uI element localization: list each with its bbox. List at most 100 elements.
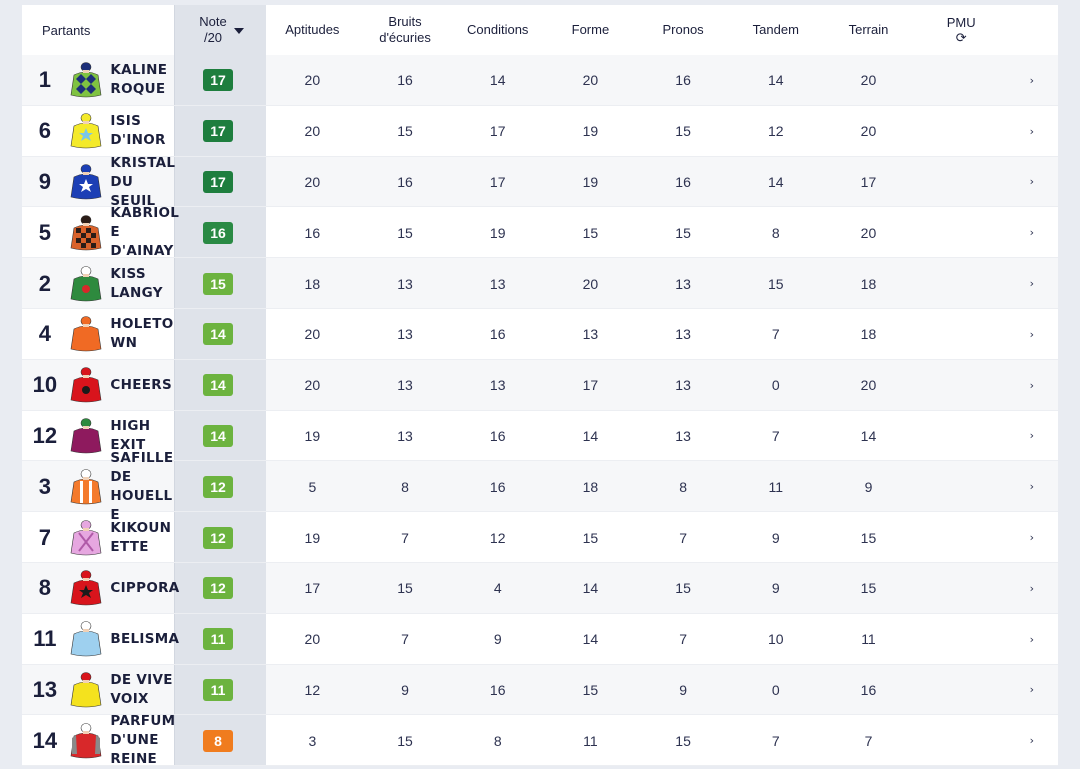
score-tandem-value: 9 [771, 529, 780, 546]
score-aptitudes-value: 20 [304, 123, 321, 140]
header-bruits[interactable]: Bruits d'écuries [359, 5, 452, 55]
pmu-cell [915, 360, 1008, 411]
horse-name[interactable]: CIPPORA [110, 579, 180, 596]
horse-name[interactable]: SAFILLE DE HOUELLE [110, 449, 174, 523]
horse-name[interactable]: HIGH EXIT [110, 417, 151, 453]
table-row[interactable]: 2 KISS LANGY 15 18 13 13 20 13 15 18 › [22, 258, 1058, 309]
note-badge: 17 [203, 170, 233, 193]
score-bruits-value: 15 [397, 123, 413, 140]
score-aptitudes-value: 20 [304, 631, 321, 648]
score-bruits-value: 9 [401, 681, 409, 698]
table-row[interactable]: 5 KABRIOLE D'AINAY 16 16 15 19 15 15 8 20 › [22, 205, 1058, 260]
table-row[interactable]: 6 ISIS D'INOR 17 20 15 17 19 15 12 20 › [22, 105, 1058, 157]
chevron-right-icon[interactable]: › [1029, 531, 1034, 545]
chevron-right-icon[interactable]: › [1029, 429, 1034, 443]
horse-name[interactable]: PARFUM D'UNE REINE [110, 713, 176, 768]
score-bruits: 7 [359, 614, 452, 665]
note-cell: 8 [174, 715, 266, 767]
score-pronos: 13 [637, 309, 730, 360]
chevron-right-icon[interactable]: › [1029, 632, 1034, 646]
horse-name[interactable]: DE VIVE VOIX [110, 671, 173, 707]
score-terrain-value: 18 [860, 275, 877, 292]
header-terrain[interactable]: Terrain [822, 5, 915, 55]
header-note-sort[interactable]: Note /20 [174, 5, 266, 55]
score-aptitudes: 5 [266, 461, 359, 512]
horse-name[interactable]: ISIS D'INOR [110, 113, 166, 149]
score-bruits: 8 [359, 461, 452, 512]
score-aptitudes-value: 5 [308, 478, 317, 495]
score-forme-value: 13 [582, 326, 599, 343]
pmu-cell [915, 411, 1008, 462]
score-pronos: 15 [637, 106, 730, 157]
table-row[interactable]: 7 KIKOUNETTE 12 19 7 12 15 7 9 15 › [22, 512, 1058, 563]
table-row[interactable]: 8 CIPPORA 12 17 15 4 14 15 9 15 › [22, 562, 1058, 614]
score-terrain-value: 20 [860, 123, 877, 140]
sort-desc-icon[interactable] [234, 28, 244, 34]
score-pronos: 15 [637, 715, 730, 766]
score-forme: 17 [544, 360, 637, 411]
chevron-right-icon[interactable]: › [1029, 480, 1034, 494]
note-badge: 8 [203, 729, 233, 752]
score-terrain: 20 [822, 207, 915, 258]
table-row[interactable]: 3 SAFILLE DE HOUELLE 12 5 8 16 18 8 11 9 › [22, 450, 1058, 523]
score-tandem: 7 [729, 715, 822, 766]
chevron-right-icon[interactable]: › [1029, 683, 1034, 697]
chevron-right-icon[interactable]: › [1029, 581, 1034, 595]
chevron-right-icon[interactable]: › [1029, 327, 1034, 341]
jockey-silk-icon [68, 58, 105, 102]
runner-number: 2 [38, 270, 52, 296]
score-terrain: 18 [822, 258, 915, 309]
chevron-right-icon[interactable]: › [1029, 124, 1034, 138]
runner-cell: 3 SAFILLE DE HOUELLE [22, 450, 174, 523]
header-conditions[interactable]: Conditions [451, 5, 544, 55]
score-forme-value: 15 [582, 529, 599, 546]
table-row[interactable]: 13 DE VIVE VOIX 11 12 9 16 15 9 0 16 › [22, 664, 1058, 716]
header-aptitudes[interactable]: Aptitudes [266, 5, 359, 55]
chevron-right-icon[interactable]: › [1029, 175, 1034, 189]
runner-cell: 6 ISIS D'INOR [22, 106, 174, 157]
jockey-silk-icon [68, 312, 105, 356]
pmu-cell [915, 106, 1008, 157]
score-tandem: 9 [729, 563, 822, 614]
score-tandem: 10 [729, 614, 822, 665]
horse-name[interactable]: KISS LANGY [110, 265, 163, 301]
chevron-right-icon[interactable]: › [1029, 226, 1034, 240]
header-pronos[interactable]: Pronos [637, 5, 730, 55]
score-terrain-value: 11 [861, 631, 876, 648]
runner-number: 10 [32, 372, 58, 398]
chevron-right-icon[interactable]: › [1029, 73, 1034, 87]
score-pronos-value: 15 [675, 580, 691, 597]
note-cell: 16 [174, 207, 266, 259]
score-pronos: 9 [637, 665, 730, 716]
chevron-right-icon[interactable]: › [1029, 734, 1034, 748]
header-forme[interactable]: Forme [544, 5, 637, 55]
horse-name[interactable]: HOLETOWN [110, 316, 174, 352]
score-terrain-value: 18 [860, 326, 877, 343]
table-row[interactable]: 9 KRISTAL DU SEUIL 17 20 16 17 19 16 14 17 › [22, 154, 1058, 209]
horse-name[interactable]: KIKOUNETTE [110, 519, 172, 555]
score-aptitudes: 19 [266, 512, 359, 563]
table-row[interactable]: 14 PARFUM D'UNE REINE 8 3 15 8 11 15 7 7 › [22, 713, 1058, 768]
table-row[interactable]: 10 CHEERS 14 20 13 13 17 13 0 20 › [22, 359, 1058, 411]
chevron-right-icon[interactable]: › [1029, 378, 1034, 392]
horse-name[interactable]: BELISMA [110, 630, 180, 647]
table-row[interactable]: 4 HOLETOWN 14 20 13 16 13 13 7 18 › [22, 308, 1058, 360]
score-tandem: 7 [729, 411, 822, 462]
header-tandem[interactable]: Tandem [729, 5, 822, 55]
chevron-right-icon[interactable]: › [1029, 277, 1034, 291]
horse-name[interactable]: KRISTAL DU SEUIL [110, 154, 176, 209]
score-pronos-value: 16 [675, 72, 691, 89]
table-row[interactable]: 1 KALINE ROQUE 17 20 16 14 20 16 14 20 › [22, 55, 1058, 106]
horse-name[interactable]: KALINE ROQUE [110, 62, 168, 98]
refresh-icon[interactable]: ⟳ [955, 30, 967, 45]
table-row[interactable]: 11 BELISMA 11 20 7 9 14 7 10 11 › [22, 613, 1058, 665]
score-aptitudes: 20 [266, 309, 359, 360]
header-pmu[interactable]: PMU ⟳ [915, 5, 1008, 55]
runner-number: 4 [38, 321, 52, 347]
score-pronos: 13 [637, 258, 730, 309]
table-row[interactable]: 12 HIGH EXIT 14 19 13 16 14 13 7 14 › [22, 410, 1058, 462]
horse-name[interactable]: CHEERS [110, 376, 172, 393]
note-cell: 17 [174, 156, 266, 208]
horse-name[interactable]: KABRIOLE D'AINAY [110, 205, 180, 260]
score-conditions-value: 4 [493, 580, 502, 597]
